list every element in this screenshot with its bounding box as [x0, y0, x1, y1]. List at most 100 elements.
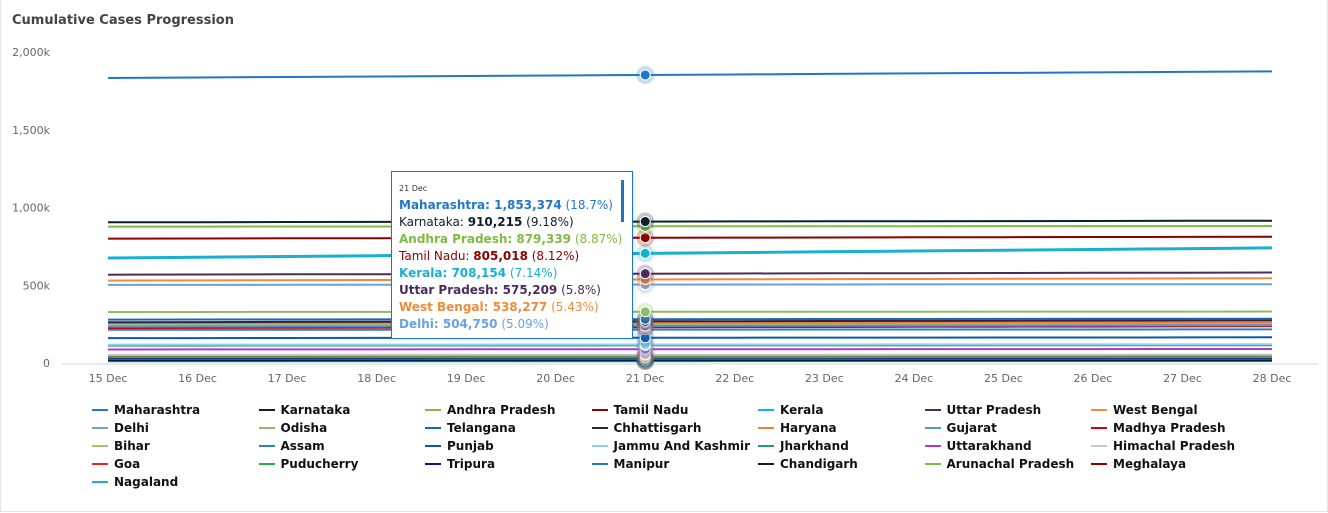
x-tick-label: 16 Dec [178, 372, 217, 385]
legend-swatch [258, 444, 275, 447]
legend-item[interactable]: Puducherry [258, 457, 359, 471]
data-point-marker[interactable] [639, 247, 651, 259]
legend-item[interactable]: Uttarakhand [924, 439, 1032, 453]
tooltip: 21 Dec Maharashtra: 1,853,374 (18.7%) Kar… [391, 171, 633, 339]
tooltip-percent: (9.18%) [522, 215, 574, 229]
legend-item[interactable]: Haryana [758, 421, 837, 435]
legend-swatch [425, 444, 441, 447]
series-line-gujarat[interactable] [107, 324, 1273, 328]
legend-item[interactable]: Meghalaya [1091, 457, 1186, 471]
legend-swatch [1091, 444, 1107, 447]
tooltip-row: Maharashtra: 1,853,374 (18.7%) [399, 197, 632, 214]
legend-swatch [425, 426, 441, 429]
legend-label: Telangana [447, 421, 516, 435]
series-line-west-bengal[interactable] [107, 277, 1273, 282]
data-point-marker[interactable] [639, 216, 651, 228]
series-line-chhattisgarh[interactable] [107, 319, 1273, 324]
series-line-andhra-pradesh[interactable] [108, 225, 1273, 228]
legend-label: Haryana [780, 421, 837, 435]
legend-item[interactable]: Karnataka [258, 403, 351, 417]
legend-item[interactable]: Nagaland [92, 475, 178, 489]
series-line-maharashtra[interactable] [107, 70, 1273, 79]
legend-label: Kerala [780, 403, 824, 417]
legend-item[interactable]: Goa [92, 457, 140, 471]
legend-swatch [92, 462, 108, 465]
data-point-marker[interactable] [639, 69, 651, 81]
legend-item[interactable]: Madhya Pradesh [1091, 421, 1226, 435]
legend-item[interactable]: Kerala [758, 403, 823, 417]
legend-swatch [92, 444, 108, 447]
legend-item[interactable]: Chandigarh [758, 457, 858, 471]
tooltip-percent: (8.12%) [527, 249, 580, 263]
data-point-marker[interactable] [639, 232, 651, 244]
series-line-uttar-pradesh[interactable] [107, 271, 1273, 276]
tooltip-value: 1,853,374 [494, 198, 562, 212]
legend-label: Karnataka [280, 403, 351, 417]
series-line-delhi[interactable] [108, 283, 1272, 286]
legend-item[interactable]: Jammu And Kashmir [591, 439, 750, 453]
series-line-haryana[interactable] [108, 321, 1272, 324]
x-tick-label: 22 Dec [715, 372, 754, 385]
legend-item[interactable]: Arunachal Pradesh [924, 457, 1074, 471]
legend-swatch [758, 408, 774, 411]
y-tick-label: 1,500k [12, 124, 50, 137]
tooltip-percent: (5.43%) [547, 300, 599, 314]
legend-swatch [92, 408, 108, 411]
series-line-punjab[interactable] [108, 336, 1273, 340]
tooltip-series-name: Uttar Pradesh: [399, 283, 503, 297]
legend-item[interactable]: Gujarat [924, 421, 997, 435]
tooltip-percent: (18.7%) [561, 198, 614, 212]
x-tick-label: 20 Dec [536, 372, 575, 385]
legend-item[interactable]: Chhattisgarh [591, 421, 701, 435]
legend-item[interactable]: Himachal Pradesh [1091, 439, 1235, 453]
x-tick-label: 15 Dec [89, 372, 128, 385]
legend-item[interactable]: West Bengal [1091, 403, 1198, 417]
legend-label: Delhi [114, 421, 149, 435]
y-tick-label: 500k [23, 279, 51, 292]
legend-label: Goa [114, 457, 141, 471]
series-line-karnataka[interactable] [107, 219, 1273, 224]
legend-item[interactable]: Tamil Nadu [591, 403, 689, 417]
tooltip-date: 21 Dec [399, 184, 428, 193]
legend-label: Tamil Nadu [613, 403, 689, 417]
legend-item[interactable]: Punjab [425, 439, 494, 453]
legend-item[interactable]: Delhi [92, 421, 149, 435]
legend-label: Punjab [447, 439, 494, 453]
legend-item[interactable]: Uttar Pradesh [924, 403, 1041, 417]
legend-swatch [924, 426, 941, 429]
x-tick-label: 25 Dec [984, 372, 1023, 385]
tooltip-series-name: Maharashtra: [399, 198, 495, 212]
legend-label: Puducherry [280, 457, 359, 471]
series-line-tamil-nadu[interactable] [107, 235, 1273, 240]
legend-swatch [1091, 408, 1107, 411]
series-line-bihar[interactable] [107, 323, 1272, 326]
legend-item[interactable]: Assam [258, 439, 325, 453]
legend-item[interactable]: Odisha [258, 421, 327, 435]
tooltip-value: 708,154 [451, 266, 507, 280]
legend-item[interactable]: Maharashtra [92, 403, 200, 417]
x-tick-label: 28 Dec [1253, 372, 1292, 385]
tooltip-percent: (5.09%) [497, 317, 549, 331]
legend-item[interactable]: Tripura [425, 457, 495, 471]
tooltip-series-name: Andhra Pradesh: [399, 232, 517, 246]
legend-label: Himachal Pradesh [1113, 439, 1236, 453]
legend-item[interactable]: Bihar [92, 439, 150, 453]
legend-item[interactable]: Andhra Pradesh [425, 403, 555, 417]
tooltip-scrollbar[interactable] [621, 180, 624, 222]
series-line-kerala[interactable] [107, 246, 1273, 260]
legend-item[interactable]: Manipur [591, 457, 669, 471]
series-line-uttarakhand[interactable] [107, 348, 1272, 351]
series-line-telangana[interactable] [107, 317, 1273, 321]
series-line-odisha[interactable] [108, 310, 1273, 313]
legend-swatch [425, 462, 441, 465]
legend-swatch [758, 426, 774, 429]
legend-swatch [1091, 462, 1107, 465]
data-point-marker[interactable] [639, 306, 651, 318]
legend-item[interactable]: Jharkhand [758, 439, 849, 453]
data-point-marker[interactable] [639, 268, 651, 280]
chart-title: Cumulative Cases Progression [12, 13, 234, 28]
series-line-madhya-pradesh[interactable] [107, 325, 1273, 329]
tooltip-value: 879,339 [516, 232, 572, 246]
legend-swatch [258, 426, 275, 429]
legend-item[interactable]: Telangana [425, 421, 516, 435]
